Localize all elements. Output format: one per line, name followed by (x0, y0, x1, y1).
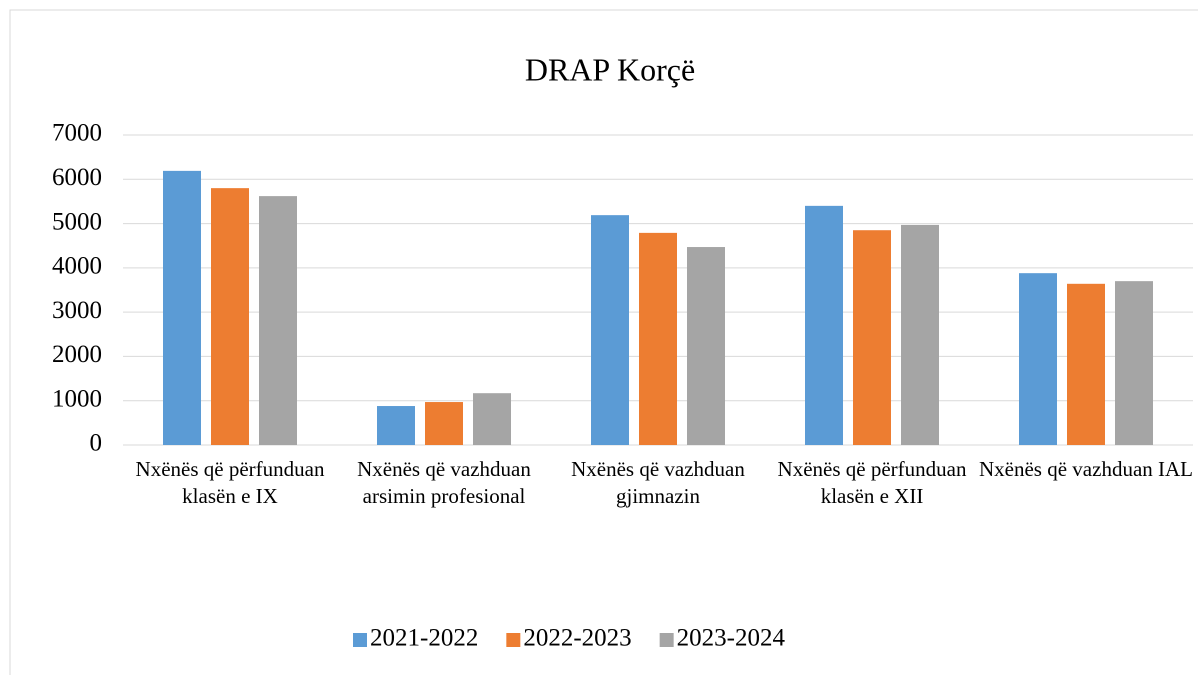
legend-label: 2022-2023 (523, 625, 631, 652)
y-tick-label: 7000 (52, 120, 102, 147)
bar (473, 393, 511, 445)
y-tick-label: 4000 (52, 253, 102, 280)
x-tick-label: Nxënës që përfunduan klasën e XII (777, 457, 967, 508)
bar (1019, 273, 1057, 445)
y-tick-label: 1000 (52, 385, 102, 412)
y-tick-label: 6000 (52, 164, 102, 191)
x-tick-label: Nxënës që vazhduan IAL (979, 457, 1193, 481)
bar (163, 170, 201, 445)
bar (1067, 283, 1105, 445)
bar (211, 188, 249, 445)
bar (805, 205, 843, 445)
legend-label: 2023-2024 (677, 625, 786, 652)
x-tick-label: Nxënës që përfunduan klasën e IX (135, 457, 325, 508)
y-tick-label: 0 (90, 430, 103, 457)
bar (901, 224, 939, 445)
bar (1115, 281, 1153, 445)
bar (259, 196, 297, 445)
x-tick-label: Nxënës që vazhduan arsimin profesional (357, 457, 531, 508)
legend-swatch (659, 633, 674, 647)
bar (853, 230, 891, 445)
legend-swatch (353, 633, 367, 647)
bar (591, 215, 629, 445)
bar (377, 406, 415, 445)
x-tick-label: Nxënës që vazhduan gjimnazin (571, 457, 745, 508)
chart-title: DRAP Korçë (525, 51, 695, 87)
y-tick-label: 5000 (52, 208, 102, 235)
y-tick-label: 2000 (52, 341, 102, 368)
bar (639, 232, 677, 445)
legend-label: 2021-2022 (370, 625, 478, 652)
y-tick-label: 3000 (52, 297, 102, 324)
bar (687, 247, 725, 445)
legend-swatch (506, 633, 521, 647)
bar (425, 402, 463, 445)
